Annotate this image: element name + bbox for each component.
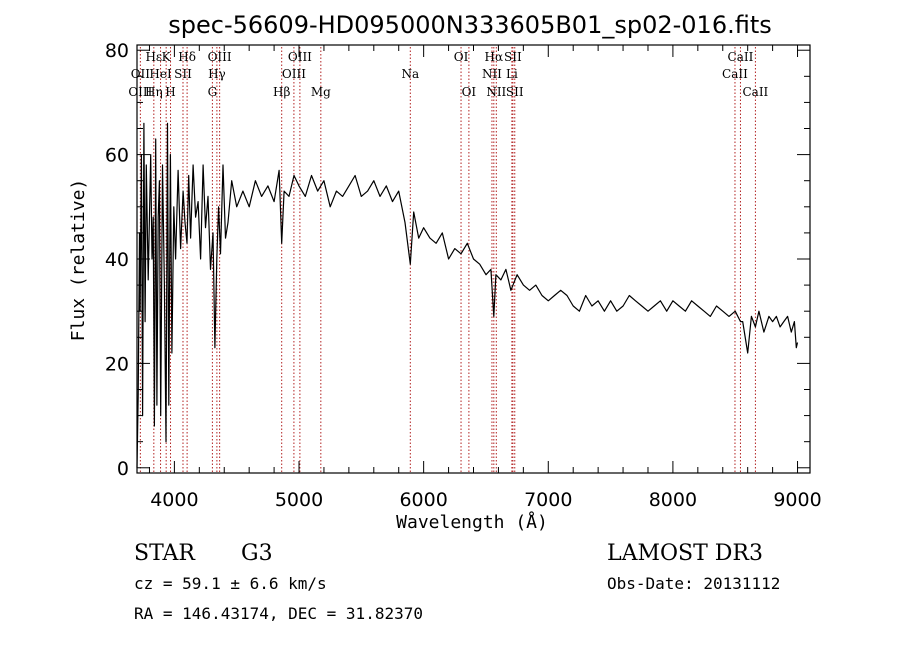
line-label: OII xyxy=(131,67,151,81)
y-axis-label: Flux (relative) xyxy=(68,179,89,342)
line-label: OIII xyxy=(128,85,152,99)
line-label: OIII xyxy=(282,67,306,81)
line-label: Mg xyxy=(311,85,331,99)
y-axis-ticks: 0 20 40 60 80 xyxy=(105,40,810,480)
line-label: Na xyxy=(401,67,419,81)
redshift-velocity: cz = 59.1 ± 6.6 km/s xyxy=(134,574,327,593)
line-label: HeI xyxy=(149,67,172,81)
line-label: Hβ xyxy=(273,85,290,99)
line-label: K xyxy=(162,50,172,64)
line-label: OIII xyxy=(288,50,312,64)
x-tick-label: 9000 xyxy=(773,489,821,511)
line-label: SII xyxy=(506,85,524,99)
line-label: Hδ xyxy=(178,50,196,64)
spectrum-series-line xyxy=(136,122,799,468)
line-label: G xyxy=(208,85,218,99)
object-subclass: G3 xyxy=(241,541,273,566)
line-label: Hγ xyxy=(208,67,226,81)
x-axis-label: Wavelength (Å) xyxy=(396,511,548,533)
observation-date: Obs-Date: 20131112 xyxy=(607,574,780,593)
line-label: Li xyxy=(506,67,518,81)
spectral-line-markers xyxy=(139,47,756,473)
line-label: H xyxy=(165,85,175,99)
y-tick-label: 40 xyxy=(105,249,129,271)
line-label: NII xyxy=(486,85,506,99)
line-label: CaII xyxy=(742,85,768,99)
survey-name: LAMOST DR3 xyxy=(607,541,763,566)
line-label: CaII xyxy=(722,67,748,81)
line-label: Hε xyxy=(145,50,162,64)
x-tick-label: 6000 xyxy=(399,489,447,511)
x-tick-label: 8000 xyxy=(649,489,697,511)
line-label: CaII xyxy=(728,50,754,64)
x-tick-label: 4000 xyxy=(150,489,198,511)
x-tick-label: 5000 xyxy=(275,489,323,511)
line-label: OI xyxy=(454,50,469,64)
y-tick-label: 80 xyxy=(105,40,129,62)
x-tick-label: 7000 xyxy=(524,489,572,511)
line-label: Hη xyxy=(145,85,163,99)
line-label: Hα xyxy=(485,50,504,64)
y-tick-label: 20 xyxy=(105,353,129,375)
line-label: OIII xyxy=(208,50,232,64)
line-label: SII xyxy=(504,50,522,64)
spectral-line-labels: Hε OII OIII K HeI Hη SII H Hδ OIII Hγ G Hβ OIII OIII Mg… xyxy=(128,50,768,99)
y-tick-label: 60 xyxy=(105,145,129,167)
coordinates: RA = 146.43174, DEC = 31.82370 xyxy=(134,604,423,623)
object-class: STAR xyxy=(134,541,196,566)
line-label: NII xyxy=(482,67,502,81)
x-axis-ticks: 4000 5000 6000 7000 8000 9000 xyxy=(148,45,822,511)
line-label: SII xyxy=(174,67,192,81)
chart-title: spec-56609-HD095000N333605B01_sp02-016.f… xyxy=(168,11,772,39)
line-label: OI xyxy=(462,85,477,99)
y-tick-label: 0 xyxy=(117,458,129,480)
